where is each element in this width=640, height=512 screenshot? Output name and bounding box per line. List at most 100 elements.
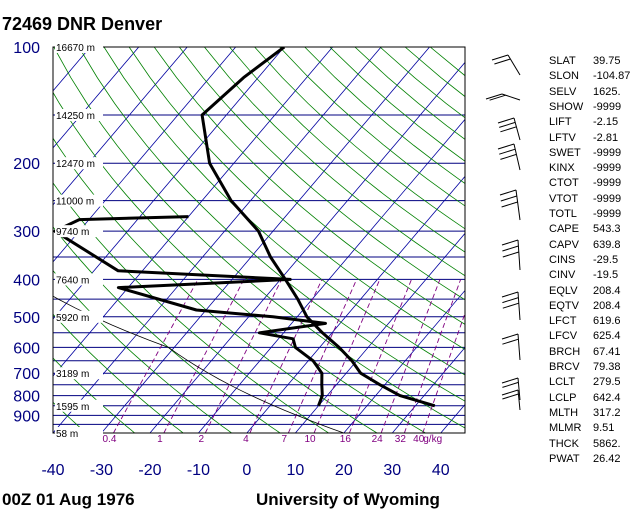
wind-barb-flag xyxy=(501,377,519,384)
index-key: LFCT xyxy=(549,315,577,328)
isotherm-line xyxy=(343,289,465,433)
index-value: 208.4 xyxy=(593,299,621,312)
wind-barb-flag xyxy=(501,201,518,208)
wind-barb-flag xyxy=(500,195,517,202)
dry-adiabat-line xyxy=(153,47,465,325)
dry-adiabat-line xyxy=(53,270,232,433)
isotherm-line xyxy=(101,47,430,433)
wind-barb-staff xyxy=(507,54,521,76)
index-value: -9999 xyxy=(593,177,622,190)
wind-barb-staff xyxy=(517,291,521,321)
temperature-tick-label: -30 xyxy=(90,462,113,479)
temperature-trace xyxy=(200,47,436,408)
temperature-tick-label: 40 xyxy=(432,462,450,479)
dry-adiabat-line xyxy=(53,47,465,429)
pressure-tick-label: 900 xyxy=(13,408,40,425)
index-value: -2.81 xyxy=(593,131,619,144)
height-label: 1595 m xyxy=(56,402,89,413)
wind-barb-flag xyxy=(500,126,517,133)
index-key: THCK xyxy=(549,437,579,450)
dry-adiabat-line xyxy=(53,91,426,433)
wind-barb-flag xyxy=(502,338,519,345)
index-value: -9999 xyxy=(593,162,622,175)
wind-barb-staff xyxy=(501,93,521,101)
pressure-tick-label: 200 xyxy=(13,156,40,173)
temperature-tick-label: 0 xyxy=(242,462,251,479)
pressure-tick-label: 100 xyxy=(13,40,40,57)
dry-adiabat-line xyxy=(204,47,465,277)
wind-barb-flag xyxy=(502,245,519,252)
index-key: LFTV xyxy=(549,131,576,144)
isotherm-line xyxy=(53,47,285,320)
index-value: 1625. xyxy=(593,85,621,98)
index-key: TOTL xyxy=(549,208,577,220)
temperature-tick-label: -10 xyxy=(187,462,210,479)
pressure-tick-label: 500 xyxy=(13,310,40,327)
index-key: CAPE xyxy=(549,223,579,236)
wind-barb-staff xyxy=(513,117,521,141)
height-label: 5920 m xyxy=(56,313,89,324)
index-key: EQTV xyxy=(549,299,579,312)
dry-adiabat-line xyxy=(229,47,465,253)
index-key: LCLP xyxy=(549,391,577,404)
wind-barbs xyxy=(485,54,521,411)
wind-barb-staff xyxy=(517,389,521,411)
height-label: 3189 m xyxy=(56,369,89,380)
wind-barb-flag xyxy=(502,302,519,309)
trace-layer xyxy=(53,47,436,408)
mixing-ratio-line xyxy=(422,312,465,433)
pressure-tick-label: 800 xyxy=(13,389,40,406)
dewpoint-trace xyxy=(53,215,327,407)
index-key: BRCV xyxy=(549,361,580,373)
height-label-bg xyxy=(55,273,103,286)
index-key: MLTH xyxy=(549,406,579,419)
isotherm-line xyxy=(295,232,465,433)
mixing-ratio-label: 10 xyxy=(304,434,316,445)
index-value: 625.4 xyxy=(593,330,621,343)
dry-adiabat-line xyxy=(304,47,465,184)
index-value: 67.41 xyxy=(593,345,621,358)
wind-barb-staff xyxy=(515,189,521,221)
index-value: 5862. xyxy=(593,437,621,450)
index-value: 619.6 xyxy=(593,315,621,328)
index-key: MLMR xyxy=(549,422,582,435)
wind-barb-flag xyxy=(497,143,515,150)
mixing-ratio-label: 32 xyxy=(395,434,407,445)
mixing-ratio-line xyxy=(287,279,358,433)
height-label: 7640 m xyxy=(56,275,89,286)
mixing-ratio-line xyxy=(348,279,412,433)
height-label-bg xyxy=(55,399,103,412)
index-value: -9999 xyxy=(593,192,622,205)
index-value: 642.4 xyxy=(593,391,621,404)
temperature-tick-label: 10 xyxy=(286,462,304,479)
isotherm-line xyxy=(246,175,465,433)
index-value: 39.75 xyxy=(593,55,621,67)
isotherm-line xyxy=(149,61,465,433)
pressure-tick-label: 600 xyxy=(13,340,40,357)
index-key: SLON xyxy=(549,70,579,83)
index-key: CAPV xyxy=(549,238,579,251)
pressure-tick-label: 700 xyxy=(13,366,40,383)
dry-adiabat-line xyxy=(128,47,465,350)
index-key: LCLT xyxy=(549,376,576,389)
height-label: 9740 m xyxy=(56,227,89,238)
index-key: SHOW xyxy=(549,100,584,113)
index-key: SLAT xyxy=(549,55,576,67)
dry-adiabat-line xyxy=(103,47,465,376)
mixing-ratio-line xyxy=(249,279,323,433)
index-key: VTOT xyxy=(549,192,579,205)
dry-adiabat-line xyxy=(254,47,465,230)
temperature-tick-label: 20 xyxy=(335,462,353,479)
parcel-path-line xyxy=(53,295,344,433)
index-value: -104.87 xyxy=(593,70,631,83)
wind-barb-flag xyxy=(497,117,515,124)
wind-barb-flag xyxy=(499,148,516,155)
index-value: -9999 xyxy=(593,146,622,159)
mixing-ratio-line xyxy=(403,279,462,433)
index-value: 639.8 xyxy=(593,238,621,251)
index-key: PWAT xyxy=(549,452,580,465)
wind-barb-staff xyxy=(517,333,521,361)
wind-barb-flag xyxy=(502,251,519,258)
